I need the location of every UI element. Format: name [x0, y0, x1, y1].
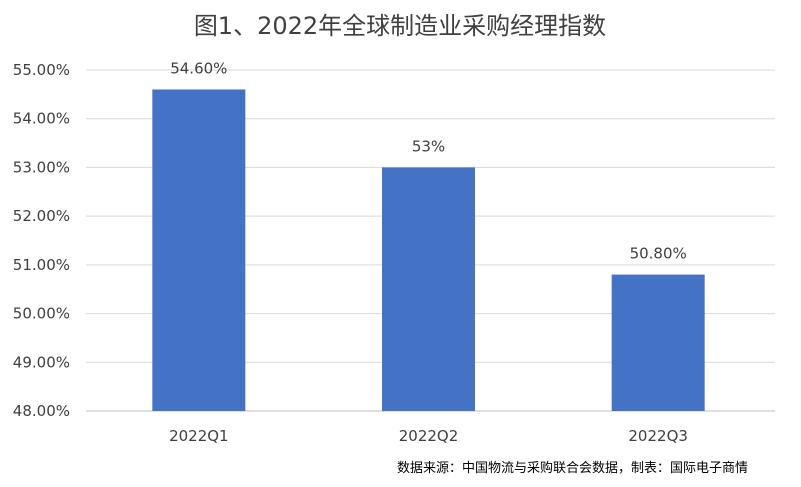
y-tick-label: 52.00%	[13, 207, 70, 225]
y-tick-label: 53.00%	[13, 158, 70, 176]
bar-2022Q3	[611, 274, 705, 411]
x-tick-label: 2022Q1	[169, 427, 229, 445]
y-tick-label: 51.00%	[13, 256, 70, 274]
bar-2022Q2	[382, 167, 475, 411]
y-tick-label: 48.00%	[13, 402, 70, 420]
x-axis: 2022Q1 2022Q2 2022Q3	[169, 427, 688, 445]
source-note: 数据来源：中国物流与采购联合会数据，制表：国际电子商情	[397, 460, 748, 476]
x-tick-label: 2022Q3	[628, 427, 688, 445]
bar-2022Q1	[152, 89, 246, 411]
y-tick-label: 55.00%	[13, 61, 70, 79]
x-tick-label: 2022Q2	[399, 427, 459, 445]
y-tick-label: 54.00%	[13, 110, 70, 128]
chart-title: 图1、2022年全球制造业采购经理指数	[194, 12, 606, 40]
y-axis: 48.00% 49.00% 50.00% 51.00% 52.00% 53.00% 54.0…	[13, 61, 70, 420]
data-label: 53%	[412, 137, 445, 155]
data-labels: 54.60% 53% 50.80%	[170, 59, 687, 262]
y-tick-label: 50.00%	[13, 305, 70, 323]
data-label: 54.60%	[170, 59, 227, 77]
data-label: 50.80%	[630, 245, 687, 263]
y-tick-label: 49.00%	[13, 353, 70, 371]
bars	[152, 89, 705, 411]
